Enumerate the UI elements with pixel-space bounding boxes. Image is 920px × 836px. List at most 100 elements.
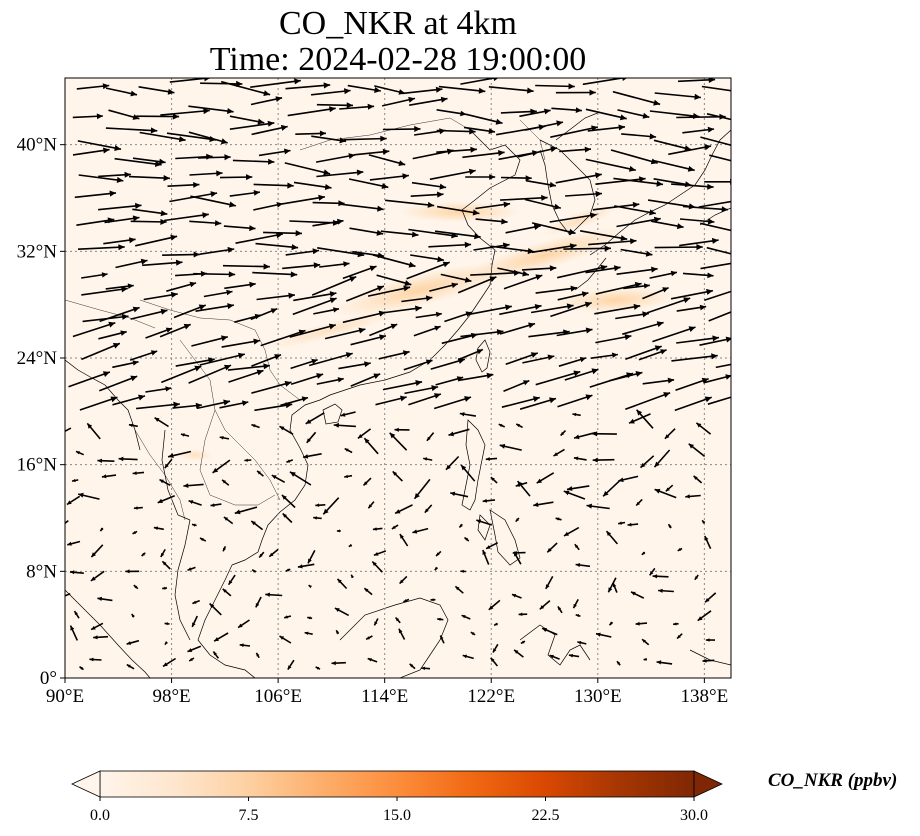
wind-arrow <box>707 396 731 405</box>
wind-arrow <box>515 517 520 523</box>
wind-arrow <box>499 304 542 316</box>
wind-arrow <box>344 447 353 454</box>
wind-arrow <box>89 657 102 662</box>
wind-arrow <box>250 308 278 321</box>
wind-arrow <box>114 157 162 167</box>
colorbar-label: CO_NKR (ppbv) <box>768 770 898 791</box>
wind-arrow <box>535 370 581 386</box>
wind-arrow <box>316 377 344 385</box>
colorbar-ticks: 0.0 7.5 15.0 22.5 30.0 <box>90 797 708 824</box>
wind-arrow <box>161 560 171 570</box>
wind-arrow <box>373 550 387 557</box>
colorbar-tick-label: 0.0 <box>90 807 110 824</box>
wind-arrow <box>224 281 256 290</box>
wind-arrow <box>588 238 637 246</box>
wind-arrow <box>295 130 327 137</box>
wind-arrow <box>98 330 127 340</box>
wind-arrow <box>401 295 433 303</box>
wind-arrow <box>503 274 543 290</box>
wind-arrow <box>385 199 435 208</box>
wind-arrow <box>222 546 227 552</box>
wind-arrow <box>493 622 499 627</box>
lon-tick-label: 138°E <box>681 686 729 707</box>
wind-arrow <box>694 574 699 581</box>
wind-arrow <box>607 577 617 593</box>
wind-arrow <box>263 230 303 237</box>
wind-arrow <box>573 431 596 440</box>
wind-arrow <box>546 542 558 553</box>
wind-arrow <box>463 536 470 542</box>
wind-arrow <box>223 516 234 525</box>
wind-arrow <box>197 154 231 161</box>
wind-arrow <box>440 273 472 283</box>
wind-arrow <box>563 526 580 537</box>
wind-arrow <box>499 322 536 335</box>
wind-arrow <box>679 218 715 225</box>
wind-arrow <box>490 245 535 255</box>
wind-arrow <box>697 610 712 622</box>
wind-arrow <box>285 248 320 256</box>
wind-arrow <box>281 494 296 509</box>
wind-arrow <box>162 586 168 590</box>
wind-arrow <box>132 157 166 165</box>
wind-arrow <box>250 78 301 88</box>
wind-arrow <box>704 592 717 603</box>
wind-arrow <box>271 474 286 484</box>
wind-arrow <box>430 598 436 602</box>
wind-arrow <box>682 126 715 134</box>
wind-arrow <box>253 202 284 211</box>
wind-arrow <box>293 291 337 302</box>
wind-arrow <box>160 108 210 116</box>
wind-arrow <box>365 635 373 641</box>
wind-arrow <box>615 311 650 320</box>
wind-arrow <box>415 311 442 319</box>
wind-arrow <box>285 82 331 90</box>
wind-arrow <box>654 92 701 100</box>
wind-arrow <box>289 323 337 338</box>
wind-arrow <box>585 158 636 172</box>
wind-arrow <box>462 654 474 660</box>
wind-arrow <box>79 396 118 411</box>
wind-arrow <box>454 585 464 594</box>
wind-arrow <box>136 401 180 410</box>
wind-arrow <box>394 427 410 432</box>
wind-arrow <box>545 576 554 590</box>
wind-arrow <box>706 246 731 255</box>
wind-arrow <box>363 587 373 596</box>
wind-arrow <box>382 380 423 391</box>
wind-arrow <box>212 459 231 474</box>
wind-arrow <box>641 638 650 646</box>
wind-arrow <box>635 621 648 626</box>
wind-arrow <box>73 610 80 619</box>
wind-arrow <box>268 548 279 558</box>
wind-arrow <box>445 455 460 471</box>
wind-arrow <box>67 540 81 546</box>
wind-arrow <box>549 654 560 660</box>
wind-arrow <box>592 457 615 463</box>
wind-arrow <box>253 182 294 189</box>
wind-arrow <box>391 524 399 530</box>
wind-arrow <box>410 191 444 198</box>
lat-tick-label: 24°N <box>17 348 58 369</box>
wind-arrow <box>439 635 445 644</box>
wind-arrow <box>521 265 557 272</box>
wind-arrow <box>682 205 729 213</box>
wind-arrow <box>698 200 731 208</box>
wind-arrow <box>293 181 332 190</box>
map-gridlines <box>65 78 731 678</box>
wind-arrow <box>671 183 714 190</box>
wind-arrow <box>313 307 340 315</box>
wind-arrow <box>193 271 236 278</box>
wind-arrow <box>99 527 104 532</box>
wind-arrow <box>353 148 390 156</box>
wind-arrow <box>488 86 534 94</box>
wind-arrow <box>369 323 398 337</box>
wind-arrow <box>595 334 632 344</box>
wind-arrow <box>97 596 113 602</box>
wind-arrow <box>375 395 407 406</box>
wind-arrow <box>674 396 712 412</box>
wind-arrow <box>334 607 350 617</box>
wind-arrow <box>437 617 444 621</box>
wind-arrow <box>145 327 173 339</box>
wind-arrow <box>654 488 677 499</box>
